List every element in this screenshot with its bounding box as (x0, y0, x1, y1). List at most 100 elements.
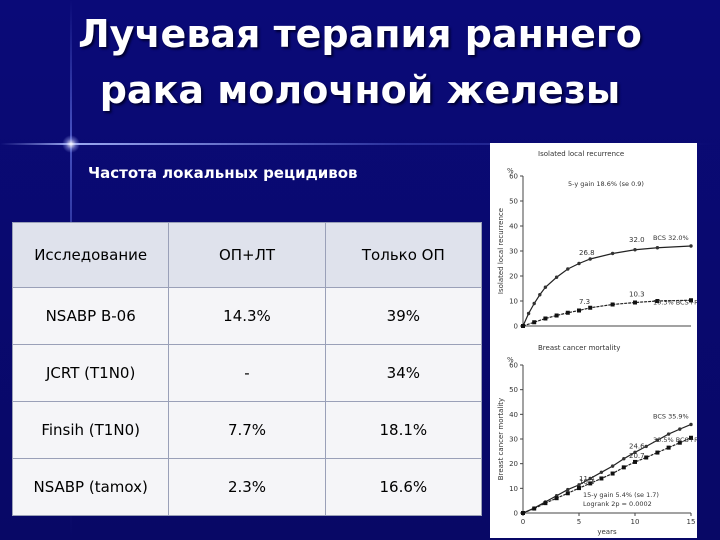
data-point-bcs-rt (554, 313, 559, 318)
table-cell: 34% (324, 344, 483, 402)
y-tick-label: 10 (509, 485, 518, 493)
y-tick-label: 0 (514, 323, 518, 331)
y-tick-label: 30 (509, 248, 518, 256)
data-point-bcs (689, 244, 693, 248)
table-row: JCRT (T1N0) - 34% (11, 344, 483, 402)
data-point-bcs-rt (543, 316, 548, 321)
data-point-bcs-rt (577, 308, 581, 313)
data-point-bcs (610, 251, 615, 256)
series-end-label: 10.3% BCS+RT (653, 298, 697, 306)
data-point-bcs-rt (521, 511, 525, 515)
data-point-bcs-rt (610, 471, 615, 476)
data-point-bcs-rt (689, 298, 693, 303)
data-point-bcs (532, 301, 536, 306)
data-label: 26.8 (579, 249, 595, 257)
table-cell: 18.1% (324, 401, 483, 459)
x-axis-label: years (597, 528, 617, 536)
data-point-bcs (543, 285, 548, 289)
slide-title: Лучевая терапия раннего рака молочной же… (78, 12, 642, 112)
data-point-bcs (644, 444, 648, 449)
table-cell: 2.3% (168, 458, 326, 516)
series-end-label: BCS 35.9% (653, 412, 689, 420)
y-tick-label: 0 (514, 510, 518, 518)
recurrence-mortality-charts: Isolated local recurrence%0102030405060I… (497, 150, 697, 536)
table-cell: - (168, 344, 326, 402)
table-cell: 14.3% (168, 287, 326, 345)
decor-sparkle (62, 135, 80, 153)
data-point-bcs (655, 246, 660, 250)
data-point-bcs (588, 257, 592, 261)
y-tick-label: 50 (509, 386, 518, 394)
col-header-surgery-only: Только ОП (324, 222, 483, 288)
data-point-bcs (666, 432, 671, 436)
data-point-bcs-rt (565, 310, 570, 315)
data-point-bcs (622, 457, 626, 461)
y-tick-label: 40 (509, 411, 518, 419)
data-point-bcs (633, 450, 637, 455)
y-tick-label: 40 (509, 223, 518, 231)
data-point-bcs (610, 464, 615, 468)
data-point-bcs-rt (677, 440, 682, 445)
data-point-bcs-rt (655, 299, 660, 303)
table-cell: 16.6% (324, 458, 483, 516)
table-cell: 39% (324, 287, 483, 345)
data-point-bcs-rt (565, 491, 570, 496)
data-label: 7.3 (579, 298, 590, 306)
table-row: Finsih (T1N0) 7.7% 18.1% (11, 401, 483, 459)
y-tick-label: 60 (509, 362, 518, 370)
data-point-bcs (655, 438, 660, 442)
data-point-bcs (526, 311, 531, 316)
series-end-label: BCS 32.0% (653, 234, 689, 242)
x-tick-label: 5 (577, 518, 581, 526)
data-point-bcs-rt (521, 324, 525, 328)
chart-annotation: Logrank 2p = 0.0002 (583, 500, 652, 508)
y-tick-label: 10 (509, 298, 518, 306)
y-unit-label: % (507, 356, 514, 364)
data-point-bcs (588, 476, 592, 481)
data-point-bcs-rt (588, 305, 593, 310)
data-point-bcs-rt (599, 476, 604, 481)
data-point-bcs (678, 427, 682, 431)
table-cell: NSABP B-06 (11, 287, 170, 345)
table-cell: 7.7% (168, 401, 326, 459)
data-point-bcs-rt (554, 496, 559, 501)
data-point-bcs (633, 248, 637, 252)
data-point-bcs-rt (655, 450, 660, 455)
data-point-bcs (566, 487, 570, 492)
data-label: 11.4 (579, 475, 595, 483)
y-tick-label: 60 (509, 173, 518, 181)
table-cell: Finsih (T1N0) (11, 401, 170, 459)
y-axis-label: Breast cancer mortality (497, 398, 505, 480)
data-point-bcs (538, 293, 542, 297)
x-tick-label: 0 (521, 518, 525, 526)
col-header-study: Исследование (11, 222, 170, 288)
series-end-label: 30.5% BCS+RT (653, 436, 697, 444)
series-line-bcs (522, 423, 692, 514)
table-cell: JCRT (T1N0) (11, 344, 170, 402)
chart-panel: Isolated local recurrence% 0 10 20 30 40 50 60 I… (490, 143, 697, 538)
data-point-bcs-rt (633, 459, 637, 464)
data-point-bcs (554, 275, 559, 279)
data-point-bcs-rt (543, 501, 548, 506)
chart-annotation: 15-y gain 5.4% (se 1.7) (583, 491, 659, 499)
data-point-bcs-rt (644, 455, 649, 460)
series-line-bcs-rt (522, 437, 692, 514)
data-point-bcs-rt (689, 435, 693, 440)
table-header-row: Исследование ОП+ЛТ Только ОП (11, 222, 483, 288)
data-label: 10.3 (629, 290, 645, 298)
x-tick-label: 10 (631, 518, 640, 526)
data-point-bcs-rt (532, 320, 537, 325)
data-point-bcs-rt (633, 300, 637, 305)
slide-subtitle: Частота локальных рецидивов (88, 164, 358, 182)
y-tick-label: 30 (509, 436, 518, 444)
y-tick-label: 20 (509, 460, 518, 468)
chart-title: Isolated local recurrence (538, 150, 624, 158)
y-unit-label: % (507, 167, 514, 175)
data-point-bcs-rt (532, 506, 537, 511)
table-cell: NSABP (tamox) (11, 458, 170, 516)
data-point-bcs-rt (577, 486, 581, 491)
data-point-bcs-rt (621, 465, 626, 470)
recurrence-table: Исследование ОП+ЛТ Только ОП NSABP B-06 … (11, 222, 483, 516)
series-line-bcs (522, 245, 692, 327)
data-point-bcs (566, 267, 570, 271)
